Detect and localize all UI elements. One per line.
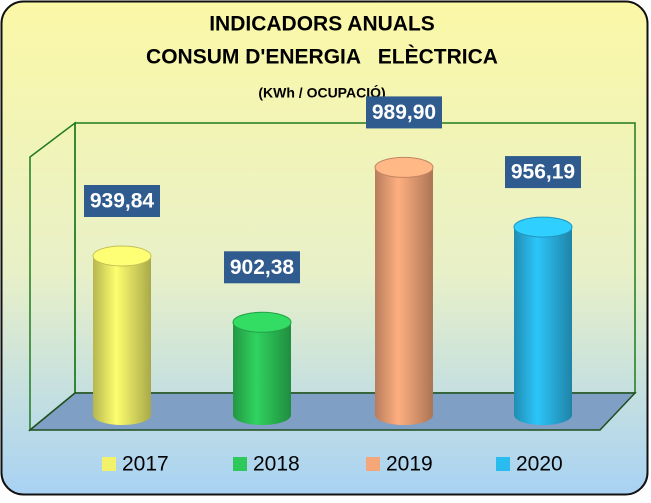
value-label-box: [366, 96, 442, 129]
chart-subtitle: CONSUM D'ENERGIA ELÈCTRICA: [146, 46, 498, 69]
legend-label: 2017: [122, 453, 169, 476]
value-label-box: [505, 156, 581, 189]
legend-swatch: [102, 457, 116, 471]
cylinder-top: [92, 245, 152, 267]
floor: [27, 392, 637, 431]
legend-label: 2019: [386, 453, 433, 476]
value-label: 902,38: [230, 256, 295, 279]
legend-label: 2018: [253, 453, 300, 476]
cylinder: [233, 322, 291, 425]
cylinder-top: [513, 216, 573, 238]
value-label-box: [224, 251, 300, 284]
cylinder-top: [232, 311, 292, 333]
chart-title: INDICADORS ANUALS: [209, 13, 435, 36]
cylinder: [375, 167, 433, 426]
value-label: 939,84: [90, 190, 155, 213]
legend-swatch: [366, 457, 380, 471]
legend-swatch: [233, 457, 247, 471]
cylinder: [514, 227, 572, 425]
legend-label: 2020: [516, 453, 563, 476]
legend-swatch: [496, 457, 510, 471]
value-label-box: [84, 185, 160, 218]
value-label: 956,19: [511, 161, 575, 184]
cylinder-top: [374, 156, 434, 178]
cylinder: [93, 256, 151, 425]
unit-label: (KWh / OCUPACIÓ): [258, 84, 385, 101]
value-label: 989,90: [372, 101, 436, 124]
